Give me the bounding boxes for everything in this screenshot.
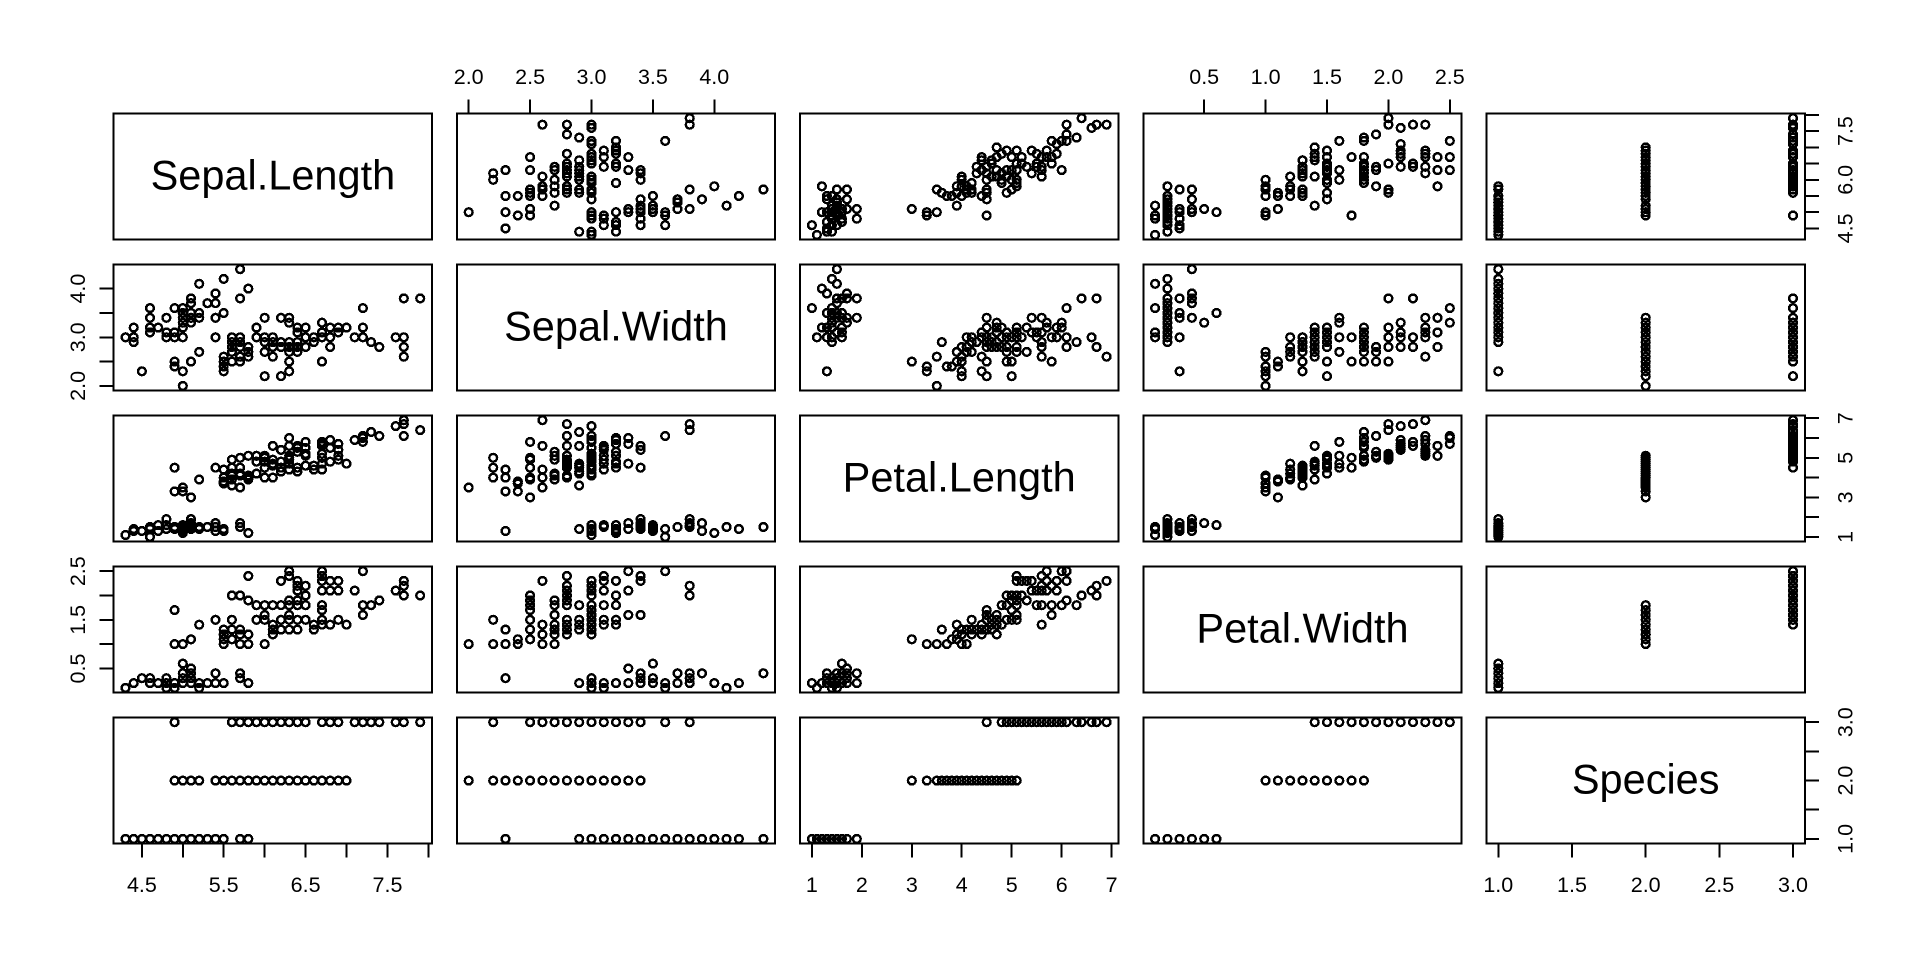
svg-text:1.0: 1.0 bbox=[1483, 873, 1513, 897]
svg-text:2.5: 2.5 bbox=[515, 65, 545, 89]
svg-text:6.5: 6.5 bbox=[291, 873, 321, 897]
svg-text:3: 3 bbox=[1833, 491, 1857, 503]
svg-text:4.0: 4.0 bbox=[66, 274, 90, 304]
svg-text:6: 6 bbox=[1056, 873, 1068, 897]
svg-text:5: 5 bbox=[1833, 452, 1857, 464]
svg-text:4.5: 4.5 bbox=[127, 873, 157, 897]
svg-text:1.5: 1.5 bbox=[1312, 65, 1342, 89]
svg-text:7.5: 7.5 bbox=[1833, 116, 1857, 146]
svg-text:1.5: 1.5 bbox=[66, 605, 90, 635]
svg-text:3: 3 bbox=[906, 873, 918, 897]
svg-text:Species: Species bbox=[1572, 756, 1720, 803]
svg-text:2.5: 2.5 bbox=[1704, 873, 1734, 897]
svg-text:2.0: 2.0 bbox=[1833, 766, 1857, 796]
svg-text:6.0: 6.0 bbox=[1833, 165, 1857, 195]
svg-text:2.0: 2.0 bbox=[1373, 65, 1403, 89]
svg-text:2.5: 2.5 bbox=[66, 556, 90, 586]
svg-text:2.0: 2.0 bbox=[1631, 873, 1661, 897]
svg-text:3.0: 3.0 bbox=[66, 322, 90, 352]
svg-text:1.0: 1.0 bbox=[1251, 65, 1281, 89]
svg-text:7: 7 bbox=[1833, 412, 1857, 424]
svg-text:Sepal.Length: Sepal.Length bbox=[151, 152, 396, 199]
svg-text:1: 1 bbox=[1833, 531, 1857, 543]
svg-text:0.5: 0.5 bbox=[66, 654, 90, 684]
svg-text:1.0: 1.0 bbox=[1833, 824, 1857, 854]
svg-text:Sepal.Width: Sepal.Width bbox=[504, 303, 728, 350]
svg-text:0.5: 0.5 bbox=[1189, 65, 1219, 89]
svg-text:2.5: 2.5 bbox=[1435, 65, 1465, 89]
svg-text:3.0: 3.0 bbox=[1833, 707, 1857, 737]
svg-text:7: 7 bbox=[1106, 873, 1118, 897]
svg-text:4.0: 4.0 bbox=[699, 65, 729, 89]
svg-text:2: 2 bbox=[856, 873, 868, 897]
svg-text:2.0: 2.0 bbox=[454, 65, 484, 89]
svg-text:Petal.Length: Petal.Length bbox=[843, 454, 1076, 501]
svg-text:4.5: 4.5 bbox=[1833, 213, 1857, 243]
svg-text:4: 4 bbox=[956, 873, 968, 897]
svg-text:5: 5 bbox=[1006, 873, 1018, 897]
svg-text:3.0: 3.0 bbox=[1778, 873, 1808, 897]
svg-text:5.5: 5.5 bbox=[209, 873, 239, 897]
svg-text:2.0: 2.0 bbox=[66, 371, 90, 401]
svg-text:3.5: 3.5 bbox=[638, 65, 668, 89]
svg-text:7.5: 7.5 bbox=[373, 873, 403, 897]
svg-text:Petal.Width: Petal.Width bbox=[1196, 605, 1408, 652]
svg-text:1.5: 1.5 bbox=[1557, 873, 1587, 897]
svg-text:3.0: 3.0 bbox=[577, 65, 607, 89]
svg-text:1: 1 bbox=[806, 873, 818, 897]
